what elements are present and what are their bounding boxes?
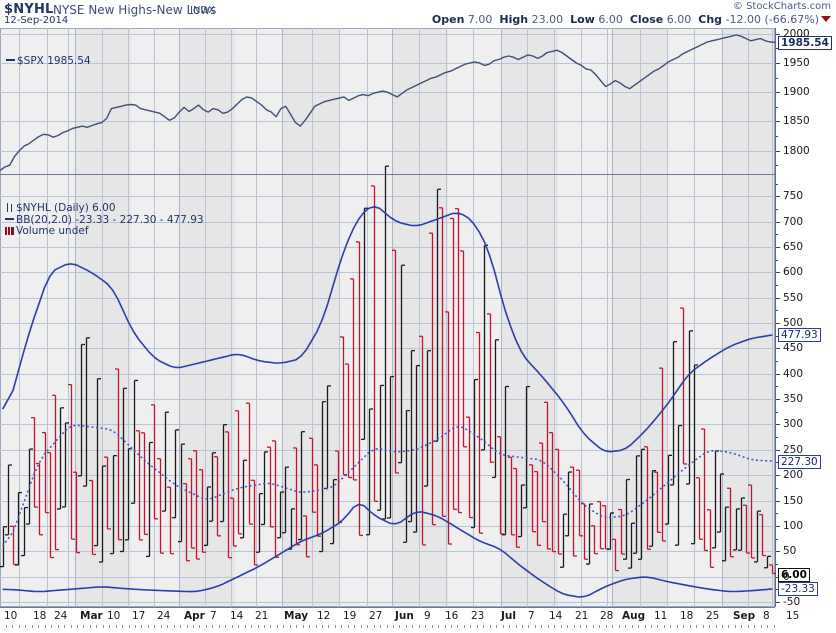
chg-value: -12.00 (-66.67%) — [725, 13, 819, 26]
y-axis-tick-label: 200 — [783, 469, 804, 482]
open-label: Open — [431, 13, 465, 26]
ohlc-swatch-icon — [5, 203, 14, 212]
x-axis-tick-label: 16 — [445, 610, 459, 622]
y-axis-tick-label: 650 — [783, 240, 804, 253]
spx-last-value-flag: 1985.54 — [778, 36, 832, 51]
low-label: Low — [570, 13, 595, 26]
x-axis-tick-label: 7 — [528, 610, 535, 622]
x-axis-tick-label: 9 — [424, 610, 431, 622]
y-axis-tick-label: -50 — [783, 595, 801, 608]
y-axis-tick-label: 0 — [783, 570, 790, 583]
x-axis-tick-label: Aug — [622, 610, 646, 622]
x-axis-tick-label: Jun — [395, 610, 414, 622]
y-axis-tick-label: 550 — [783, 291, 804, 304]
y-axis-tick-label: 700 — [783, 215, 804, 228]
x-axis-tick-label: 17 — [132, 610, 146, 622]
line-swatch-icon — [6, 59, 15, 61]
volume-legend-label: Volume undef — [16, 225, 89, 237]
close-value: 6.00 — [666, 13, 692, 26]
y-axis-tick-label: 350 — [783, 393, 804, 406]
symbol-exchange: INDX — [190, 5, 215, 16]
symbol-ticker: $NYHL — [4, 2, 54, 17]
x-axis-tick-label: Mar — [80, 610, 103, 622]
x-axis-tick-label: 23 — [471, 610, 485, 622]
y-axis-tick-label: 50 — [783, 545, 797, 558]
copyright-notice: © StockCharts.com — [732, 1, 831, 12]
high-value: 23.00 — [531, 13, 564, 26]
x-axis-tick-label: Jul — [501, 610, 516, 622]
x-axis-tick-label: 19 — [343, 610, 357, 622]
x-axis-tick-label: 10 — [107, 610, 121, 622]
y-axis-tick-label: 150 — [783, 494, 804, 507]
y-axis-tick-label: 500 — [783, 317, 804, 330]
x-axis-tick-label: 24 — [157, 610, 171, 622]
bb-upper-value-flag: 477.93 — [778, 328, 821, 343]
x-axis-tick-label: May — [284, 610, 309, 622]
x-axis-tick-label: 12 — [317, 610, 331, 622]
x-axis-tick-label: Sep — [733, 610, 756, 622]
symbol-name: NYSE New Highs-New Lows — [53, 3, 217, 17]
bb-middle-value-flag: 227.30 — [778, 455, 821, 470]
bb-swatch-icon — [5, 217, 14, 220]
chart-header: $NYHL NYSE New Highs-New Lows INDX 12-Se… — [0, 0, 836, 26]
x-axis-tick-label: 14 — [549, 610, 563, 622]
y-axis-tick-label: 400 — [783, 367, 804, 380]
x-axis-tick-label: 28 — [600, 610, 614, 622]
x-axis-tick-label: 15 — [786, 610, 800, 622]
x-axis-tick-label: 18 — [33, 610, 47, 622]
x-axis-tick-label: 21 — [575, 610, 589, 622]
y-axis-tick-label: 1950 — [783, 57, 810, 70]
y-axis-tick-label: 1800 — [783, 144, 810, 157]
x-axis-tick-label: 27 — [369, 610, 383, 622]
x-axis-tick-label: 8 — [763, 610, 770, 622]
last-price-flag: 6.00 — [778, 567, 810, 582]
open-value: 7.00 — [467, 13, 493, 26]
indicator-legend: $NYHL (Daily) 6.00 BB(20,2.0) -23.33 - 2… — [5, 202, 204, 238]
chart-date: 12-Sep-2014 — [4, 15, 69, 26]
y-axis-tick-label: 450 — [783, 342, 804, 355]
y-axis-tick-label: 2000 — [783, 27, 810, 40]
x-axis-tick-label: 14 — [230, 610, 244, 622]
x-axis-tick-label: Apr — [184, 610, 205, 622]
caret-down-icon — [821, 16, 831, 22]
chart-canvas[interactable]: $SPX 1985.54 $NYHL (Daily) 6.00 BB(20,2.… — [0, 26, 836, 633]
chg-label: Chg — [698, 13, 723, 26]
chart-svg — [0, 28, 787, 628]
x-axis-tick-label: 18 — [680, 610, 694, 622]
x-axis-tick-label: 11 — [654, 610, 668, 622]
y-axis-tick-label: 100 — [783, 519, 804, 532]
x-axis-tick-label: 21 — [255, 610, 269, 622]
bb-lower-value-flag: -23.33 — [778, 582, 818, 597]
close-label: Close — [629, 13, 664, 26]
price-legend-label: $NYHL (Daily) 6.00 — [16, 202, 116, 214]
spx-legend: $SPX 1985.54 — [6, 55, 91, 68]
volume-swatch-icon — [5, 227, 14, 235]
bb-legend-label: BB(20,2.0) -23.33 - 227.30 - 477.93 — [16, 213, 204, 226]
y-axis-tick-label: 600 — [783, 266, 804, 279]
low-value: 6.00 — [598, 13, 623, 26]
y-axis-tick-label: 1850 — [783, 115, 810, 128]
y-axis-tick-label: 300 — [783, 418, 804, 431]
y-axis-tick-label: 1900 — [783, 86, 810, 99]
spx-legend-label: $SPX 1985.54 — [17, 55, 91, 67]
x-axis-tick-label: 10 — [4, 610, 18, 622]
x-axis-tick-label: 7 — [210, 610, 217, 622]
x-axis-tick-label: 25 — [706, 610, 720, 622]
y-axis-tick-label: 750 — [783, 190, 804, 203]
x-axis-tick-label: 24 — [54, 610, 68, 622]
quote-bar: Open 7.00 High 23.00 Low 6.00 Close 6.00… — [432, 13, 831, 26]
high-label: High — [499, 13, 529, 26]
y-axis-tick-label: 250 — [783, 443, 804, 456]
